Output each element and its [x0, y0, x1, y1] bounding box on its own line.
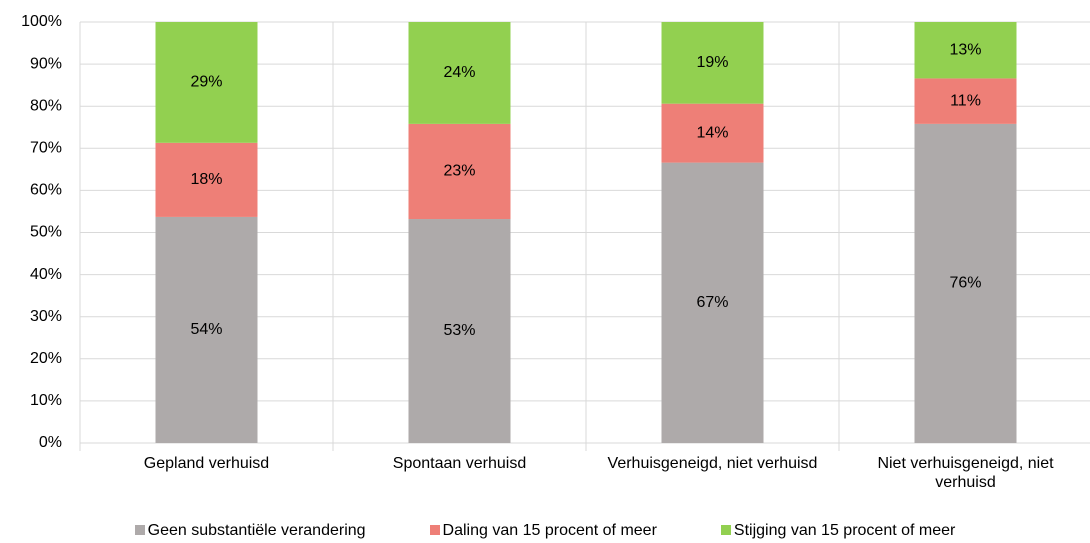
legend-label: Stijging van 15 procent of meer: [733, 522, 956, 539]
y-tick-label: 90%: [30, 55, 62, 72]
data-label: 19%: [696, 54, 728, 71]
legend-label: Daling van 15 procent of meer: [442, 522, 657, 539]
y-tick-label: 60%: [30, 182, 62, 199]
bar-segment: [661, 103, 764, 163]
legend-swatch: [429, 525, 440, 535]
bar-segment: [408, 22, 511, 124]
y-tick-label: 10%: [30, 392, 62, 409]
x-tick-label: Gepland verhuisd: [143, 455, 270, 472]
x-tick-label: Niet verhuisgeneigd, niet verhuisd: [877, 455, 1054, 491]
bar-segment: [661, 22, 764, 104]
x-tick-label: Spontaan verhuisd: [392, 455, 527, 472]
data-label: 67%: [696, 294, 728, 311]
legend-item: Stijging van 15 procent of meer: [720, 522, 956, 540]
y-tick-label: 70%: [30, 140, 62, 157]
bar-segment: [408, 123, 511, 220]
data-label: 18%: [190, 171, 222, 188]
bar-segment: [914, 78, 1017, 124]
y-tick-label: 20%: [30, 350, 62, 367]
legend: Geen substantiële verandering Daling van …: [0, 522, 1090, 540]
y-tick-label: 30%: [30, 308, 62, 325]
y-tick-label: 50%: [30, 224, 62, 241]
y-tick-label: 100%: [21, 13, 62, 30]
y-tick-label: 0%: [39, 434, 62, 451]
data-label: 53%: [443, 322, 475, 339]
legend-item: Geen substantiële verandering: [134, 522, 366, 540]
bar-segment: [661, 162, 764, 443]
bar-segment: [155, 142, 258, 217]
data-label: 54%: [190, 321, 222, 338]
y-tick-label: 80%: [30, 97, 62, 114]
legend-item: Daling van 15 procent of meer: [429, 522, 657, 540]
data-label: 13%: [949, 41, 981, 58]
data-label: 24%: [443, 64, 475, 81]
x-tick-label: Verhuisgeneigd, niet verhuisd: [607, 455, 818, 472]
bar-segment: [408, 219, 511, 443]
bar-segment: [914, 123, 1017, 443]
data-label: 11%: [950, 92, 981, 109]
data-label: 14%: [696, 124, 728, 141]
legend-swatch: [134, 525, 145, 535]
legend-label: Geen substantiële verandering: [147, 522, 366, 539]
bar-segment: [155, 216, 258, 443]
bar-segment: [155, 22, 258, 143]
data-label: 76%: [949, 275, 981, 292]
y-tick-label: 40%: [30, 266, 62, 283]
data-label: 23%: [443, 163, 475, 180]
bar-segment: [914, 22, 1017, 79]
data-label: 29%: [190, 74, 222, 91]
legend-swatch: [720, 525, 731, 535]
